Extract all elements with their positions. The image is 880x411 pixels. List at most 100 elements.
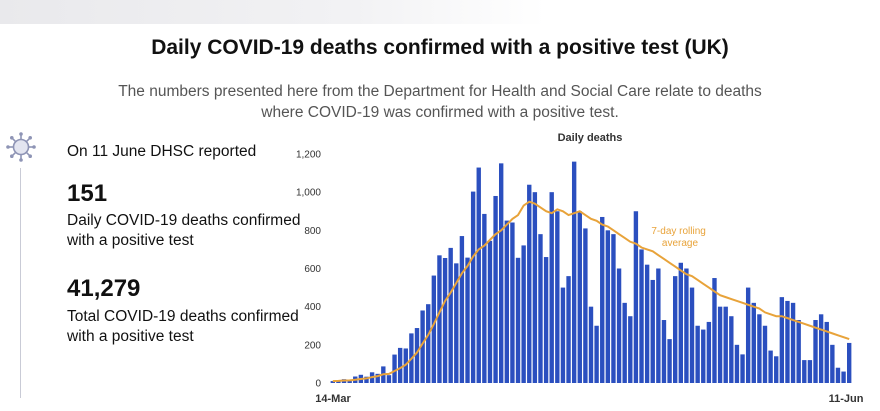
daily-deaths-bar [774,356,779,383]
daily-deaths-bar [487,240,493,383]
daily-deaths-bar [616,268,622,383]
daily-deaths-bar [431,275,437,383]
y-tick-label: 600 [304,264,321,275]
daily-deaths-bar [841,371,846,383]
daily-deaths-bar [577,211,582,383]
rolling-average-label: 7-day rolling average [651,226,708,249]
daily-deaths-bar [454,263,459,383]
daily-deaths-bar [633,211,639,383]
y-tick-label: 800 [304,226,321,237]
daily-deaths-bar [695,325,700,383]
daily-deaths-bar [745,287,751,383]
daily-deaths-bar [594,325,599,383]
daily-deaths-bar [729,316,734,383]
daily-deaths-bar [470,191,476,383]
daily-deaths-bar [482,213,487,383]
daily-deaths-bar [673,276,678,383]
daily-deaths-bar [667,339,672,383]
daily-deaths-bar [818,314,824,383]
rolling-average-line [332,200,850,383]
daily-deaths-bar [493,195,498,383]
daily-deaths-bar [751,302,756,383]
daily-deaths-bar [330,381,335,383]
page-title: Daily COVID-19 deaths confirmed with a p… [151,36,729,59]
daily-deaths-bar [426,304,431,383]
daily-deaths-bar [375,373,380,383]
daily-deaths-bar [364,376,369,383]
daily-deaths-bar [768,350,773,383]
daily-deaths-bar [757,314,762,383]
daily-deaths-bar [661,320,667,383]
daily-deaths-bar [527,184,532,383]
daily-deaths-bar [684,268,689,383]
timeline-divider [20,168,21,398]
daily-deaths-bar [543,257,549,383]
daily-deaths-bar [802,360,807,383]
daily-deaths-bar [555,211,560,383]
daily-deaths-bar [712,278,717,383]
daily-deaths-bar [465,257,470,383]
stats-heading: On 11 June DHSC reported [67,143,257,160]
y-tick-label: 1,200 [296,150,321,161]
y-tick-label: 400 [304,302,321,313]
daily-deaths-bar [807,360,813,383]
daily-deaths-bar [650,279,655,383]
daily-deaths-bar [734,344,740,383]
daily-deaths-bar [639,249,644,383]
daily-deaths-bar [560,287,566,383]
daily-deaths-bar [785,300,790,383]
total-deaths-value: 41,279 [67,275,141,302]
daily-deaths-bar [706,321,712,383]
daily-deaths-bar [566,276,571,383]
daily-deaths-bar [588,306,594,383]
daily-deaths-bar [762,325,768,383]
daily-deaths-bar [847,342,852,383]
daily-deaths-bar [813,320,818,383]
daily-deaths-bar [538,234,543,383]
x-tick-last: 11-Jun [829,393,864,405]
daily-deaths-bar [515,257,521,383]
daily-deaths-bar [448,247,453,383]
daily-deaths-bar [628,316,633,383]
daily-deaths-bar [504,220,509,383]
daily-deaths-bar [701,329,706,383]
daily-deaths-label: Daily COVID-19 deaths confirmed with a p… [67,212,301,249]
daily-deaths-bar [723,306,728,383]
daily-deaths-bar [600,216,605,383]
daily-deaths-bar [532,192,538,383]
top-strip [0,0,880,24]
daily-deaths-bar [420,310,425,383]
x-tick-first: 14-Mar [315,393,351,405]
total-deaths-label: Total COVID-19 deaths confirmed with a p… [67,308,299,345]
y-tick-label: 0 [315,379,321,390]
virus-icon [6,132,36,162]
daily-deaths-bar [678,262,683,383]
daily-deaths-bar [386,375,392,383]
daily-deaths-bar [656,268,661,383]
daily-deaths-bar [689,287,695,383]
daily-deaths-bar [779,297,785,384]
page-subtitle: The numbers presented here from the Depa… [118,83,762,121]
daily-deaths-bar [521,245,526,383]
daily-deaths-bar [549,192,554,383]
daily-deaths-bar [459,236,465,383]
daily-deaths-bar [414,328,420,383]
daily-deaths-bar [740,354,745,384]
daily-deaths-bar [442,258,448,383]
daily-deaths-bar [437,255,442,383]
y-tick-label: 1,000 [296,188,321,199]
daily-deaths-bar [717,306,723,383]
daily-deaths-bar [499,163,504,383]
daily-deaths-bar [392,354,397,383]
daily-deaths-bar [830,344,835,383]
daily-deaths-bar [611,234,616,383]
daily-deaths-bar [476,167,481,383]
daily-deaths-bar [796,320,801,383]
daily-deaths-bar [605,230,611,383]
chart-title: Daily deaths [558,132,623,144]
daily-deaths-bar [583,228,588,383]
daily-deaths-value: 151 [67,180,108,207]
daily-deaths-bar [510,222,515,383]
daily-deaths-bar [571,161,577,383]
